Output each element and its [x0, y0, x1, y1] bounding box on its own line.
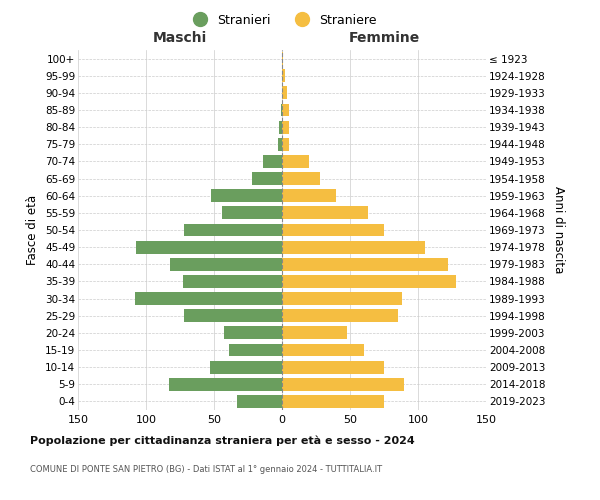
Bar [282, 206, 368, 220]
Legend: Stranieri, Straniere: Stranieri, Straniere [182, 8, 382, 32]
Bar [184, 224, 282, 236]
Bar [282, 155, 309, 168]
Y-axis label: Anni di nascita: Anni di nascita [552, 186, 565, 274]
Bar [282, 292, 401, 305]
Bar [282, 138, 289, 150]
Bar [210, 360, 282, 374]
Bar [282, 172, 320, 185]
Bar [184, 310, 282, 322]
Text: Popolazione per cittadinanza straniera per età e sesso - 2024: Popolazione per cittadinanza straniera p… [30, 435, 415, 446]
Bar [282, 395, 384, 408]
Bar [169, 378, 282, 390]
Y-axis label: Fasce di età: Fasce di età [26, 195, 40, 265]
Bar [278, 138, 282, 150]
Bar [170, 258, 282, 270]
Bar [282, 310, 398, 322]
Bar [282, 326, 347, 340]
Bar [282, 240, 425, 254]
Bar [211, 190, 282, 202]
Bar [237, 395, 282, 408]
Bar [282, 344, 364, 356]
Bar [222, 206, 282, 220]
Bar [282, 120, 289, 134]
Bar [136, 240, 282, 254]
Bar [224, 326, 282, 340]
Bar [282, 275, 456, 288]
Bar [263, 155, 282, 168]
Bar [183, 275, 282, 288]
Bar [282, 86, 287, 100]
Bar [281, 104, 282, 117]
Text: Femmine: Femmine [349, 31, 419, 45]
Bar [282, 104, 289, 117]
Bar [282, 190, 337, 202]
Bar [282, 52, 283, 65]
Bar [282, 360, 384, 374]
Bar [282, 224, 384, 236]
Bar [229, 344, 282, 356]
Bar [282, 378, 404, 390]
Bar [279, 120, 282, 134]
Bar [282, 258, 448, 270]
Text: Maschi: Maschi [153, 31, 207, 45]
Text: COMUNE DI PONTE SAN PIETRO (BG) - Dati ISTAT al 1° gennaio 2024 - TUTTITALIA.IT: COMUNE DI PONTE SAN PIETRO (BG) - Dati I… [30, 465, 382, 474]
Bar [252, 172, 282, 185]
Bar [135, 292, 282, 305]
Bar [282, 70, 285, 82]
